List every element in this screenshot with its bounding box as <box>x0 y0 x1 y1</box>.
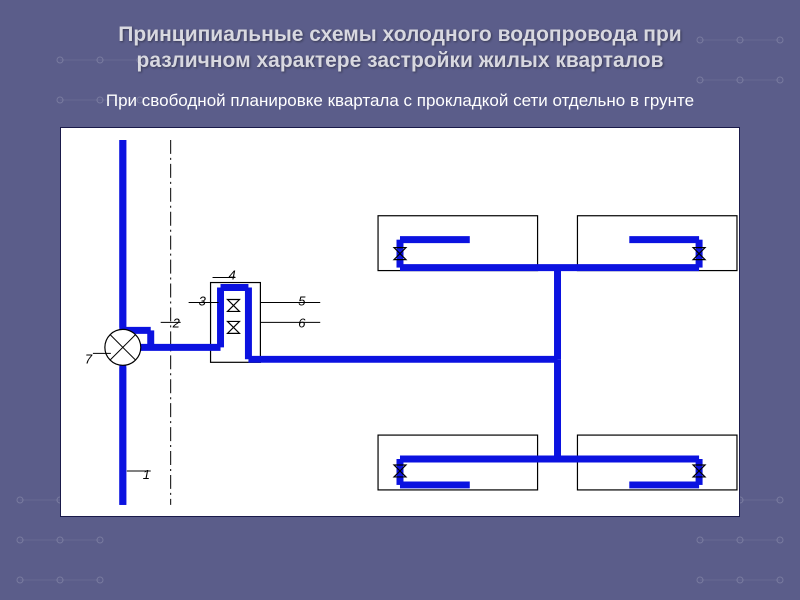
building-outline <box>577 215 737 270</box>
callout-label-5: 5 <box>298 293 306 308</box>
slide-title: Принципиальные схемы холодного водопрово… <box>0 0 800 85</box>
callout-label-7: 7 <box>85 351 93 366</box>
diagram-container: 1 2 3 4 5 6 7 <box>60 127 740 517</box>
callout-label-4: 4 <box>228 267 235 282</box>
water-supply-diagram: 1 2 3 4 5 6 7 <box>61 128 739 517</box>
slide-subtitle: При свободной планировке квартала с прок… <box>0 85 800 121</box>
callout-label-3: 3 <box>199 293 207 308</box>
callout-label-2: 2 <box>172 315 181 330</box>
callout-label-6: 6 <box>298 315 306 330</box>
callout-label-1: 1 <box>143 466 150 481</box>
